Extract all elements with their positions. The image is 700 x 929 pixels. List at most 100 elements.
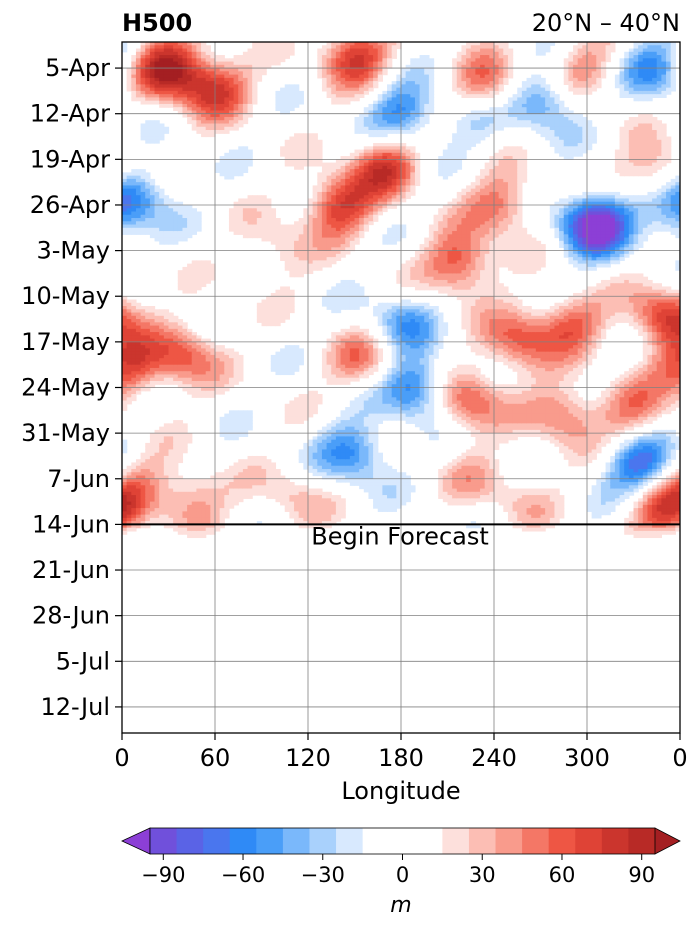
heatmap-cell [168,377,174,382]
heatmap-cell [270,485,277,490]
heatmap-cell [149,374,156,379]
heatmap-cell [242,71,249,76]
heatmap-cell [122,397,128,402]
heatmap-cell [242,208,249,213]
heatmap-cell [173,377,179,382]
heatmap-cell [168,524,174,529]
heatmap-cell [168,218,174,222]
heatmap-cell [145,332,151,336]
heatmap-cell [191,377,197,382]
heatmap-cell [242,429,249,434]
heatmap-cell [168,81,174,85]
heatmap-cell [215,498,221,503]
heatmap-cell [284,266,290,271]
heatmap-cell [187,482,193,486]
heatmap-cell [252,208,258,213]
heatmap-cell [187,439,193,444]
heatmap-cell [126,172,132,177]
heatmap-cell [280,296,286,301]
heatmap-cell [266,462,272,467]
heatmap-cell [122,332,128,336]
heatmap-cell [215,478,221,483]
heatmap-cell [205,371,211,376]
heatmap-cell [196,279,202,284]
heatmap-cell [270,55,277,59]
heatmap-cell [401,198,407,203]
heatmap-cell [205,354,211,359]
heatmap-cell [135,175,142,180]
heatmap-cell [252,491,258,496]
heatmap-cell [131,345,137,349]
heatmap-cell [126,204,132,209]
heatmap-cell [196,521,202,525]
heatmap-cell [321,302,328,307]
heatmap-cell [266,224,272,229]
heatmap-cell [154,315,160,320]
heatmap-cell [149,312,156,317]
heatmap-cell [187,371,193,376]
heatmap-cell [224,511,230,516]
heatmap-cell [228,423,235,428]
heatmap-cell [275,244,281,248]
heatmap-cell [201,103,207,108]
heatmap-cell [377,358,383,363]
heatmap-cell [149,97,156,102]
heatmap-cell [401,416,407,421]
heatmap-cell [187,341,193,346]
heatmap-cell [187,61,193,66]
heatmap-cell [177,103,184,108]
heatmap-cell [289,224,295,229]
heatmap-cell [247,201,253,206]
heatmap-cell [159,100,165,105]
heatmap-cell [201,380,207,385]
heatmap-cell [177,371,184,376]
heatmap-cell [228,169,235,173]
heatmap-cell [219,501,225,506]
heatmap-cell [187,517,193,522]
heatmap-cell [182,234,188,239]
heatmap-cell [182,94,188,99]
heatmap-cell [135,169,142,173]
heatmap-cell [182,442,188,447]
heatmap-cell [149,178,156,183]
heatmap-cell [284,420,290,424]
heatmap-cell [154,224,160,229]
heatmap-cell [191,387,197,392]
heatmap-cell [284,87,290,92]
heatmap-cell [140,188,146,193]
heatmap-cell [163,446,170,451]
heatmap-cell [131,214,137,219]
heatmap-cell [168,380,174,385]
heatmap-cell [187,436,193,441]
heatmap-cell [154,55,160,59]
heatmap-cell [210,273,216,278]
heatmap-cell [298,273,304,278]
heatmap-cell [191,64,197,69]
heatmap-cell [122,325,128,330]
heatmap-cell [135,475,142,480]
heatmap-cell [219,55,225,59]
heatmap-cell [182,364,188,369]
heatmap-cell [135,84,142,89]
heatmap-cell [177,521,184,525]
heatmap-cell [196,97,202,102]
heatmap-cell [122,45,128,50]
heatmap-cell [270,292,277,297]
heatmap-cell [224,130,230,134]
heatmap-cell [173,42,179,46]
heatmap-cell [159,345,165,349]
heatmap-cell [275,358,281,363]
heatmap-cell [289,45,295,50]
heatmap-cell [280,253,286,258]
heatmap-cell [122,354,128,359]
heatmap-cell [228,175,235,180]
heatmap-cell [224,87,230,92]
heatmap-cell [233,491,239,496]
heatmap-cell [154,465,160,470]
heatmap-cell [238,426,244,431]
heatmap-cell [275,247,281,252]
heatmap-cell [335,257,342,261]
heatmap-cell [131,224,137,229]
heatmap-cell [252,201,258,206]
heatmap-cell [145,182,151,187]
